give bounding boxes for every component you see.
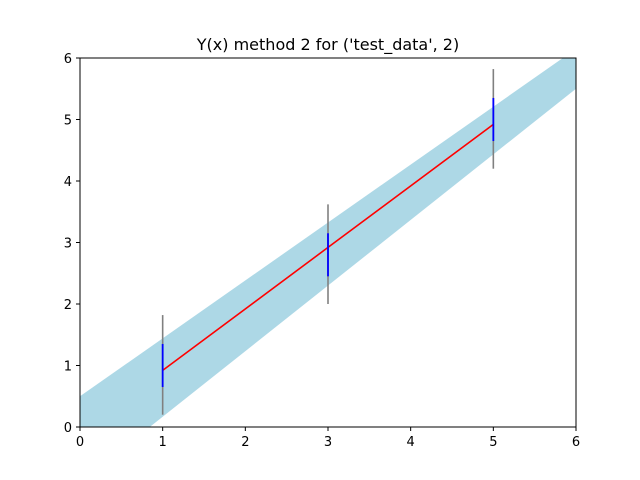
y-tick-label: 0	[64, 421, 72, 436]
plot-area	[80, 58, 576, 427]
x-tick-label: 3	[324, 435, 332, 450]
y-tick-label: 2	[64, 298, 72, 313]
x-tick-label: 5	[489, 435, 497, 450]
y-axis: 0 1 2 3 4 5 6	[64, 52, 80, 436]
y-tick-label: 3	[64, 237, 72, 252]
y-tick-label: 1	[64, 360, 72, 375]
y-tick-label: 4	[64, 175, 72, 190]
x-tick-label: 0	[76, 435, 84, 450]
x-tick-label: 1	[159, 435, 167, 450]
y-tick-label: 6	[64, 52, 72, 67]
x-axis: 0 1 2 3 4 5 6	[76, 427, 580, 450]
chart-title: Y(x) method 2 for ('test_data', 2)	[196, 35, 459, 55]
y-tick-label: 5	[64, 114, 72, 129]
x-tick-label: 6	[572, 435, 580, 450]
x-tick-label: 2	[241, 435, 249, 450]
x-tick-label: 4	[407, 435, 415, 450]
